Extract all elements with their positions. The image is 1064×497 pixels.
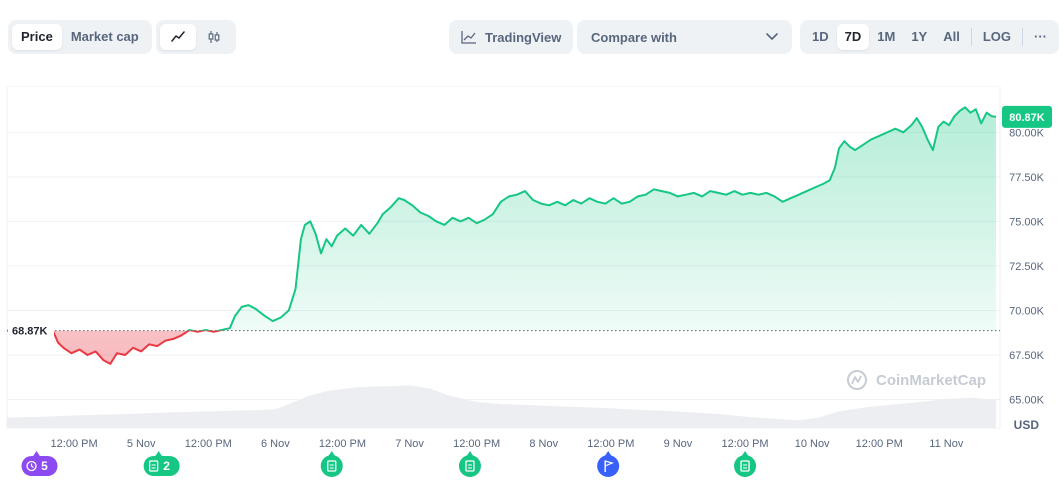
x-tick-label: 12:00 PM: [453, 438, 500, 450]
price-lines: [6, 106, 997, 365]
marker-pointer: [741, 451, 750, 457]
range-toggle: 1D 7D 1M 1Y All LOG ···: [800, 20, 1060, 54]
y-tick-label: 75.00K: [1009, 216, 1045, 228]
baseline-label: 68.87K: [12, 326, 48, 338]
document-icon: [327, 460, 337, 472]
marker-circle: [597, 455, 620, 477]
x-tick-label: 12:00 PM: [319, 438, 366, 450]
range-1m[interactable]: 1M: [877, 29, 896, 44]
x-tick-label: 11 Nov: [929, 438, 964, 450]
x-tick-label: 12:00 PM: [185, 438, 232, 450]
history-icon: [26, 460, 37, 472]
line-chart-icon: [171, 31, 185, 42]
range-divider: [970, 28, 972, 46]
view-toggle: Price Market cap: [8, 20, 152, 54]
coinmarketcap-logo-icon: [847, 370, 867, 390]
x-tick-label: 5 Nov: [127, 438, 156, 450]
marker-circle: [320, 455, 343, 477]
current-price-badge: [1002, 105, 1052, 128]
currency-label: USD: [1014, 418, 1040, 432]
tradingview-icon: [461, 31, 476, 44]
current-price-label: 80.87K: [1009, 112, 1045, 124]
document-icon: [465, 460, 475, 472]
flag-icon: [604, 460, 614, 467]
watermark: CoinMarketCap: [847, 370, 986, 390]
event-marker[interactable]: 2: [143, 451, 180, 476]
marker-circle: [734, 455, 757, 477]
x-tick-label: 12:00 PM: [856, 438, 903, 450]
x-tick-label: 12:00 PM: [51, 438, 98, 450]
volume-area: [7, 385, 996, 428]
x-axis: 12:00 PM 5 Nov 12:00 PM 6 Nov 12:00 PM 7 Nov 1…: [51, 438, 964, 450]
marker-pointer: [327, 451, 336, 457]
coinmarketcap-logo-mark: [851, 375, 862, 385]
marker-pointer: [32, 451, 41, 457]
y-axis: 65.00K 67.50K 70.00K 72.50K 75.00K 77.50K 80.0…: [1009, 127, 1045, 432]
marker-pointer: [154, 451, 163, 457]
event-marker[interactable]: [320, 451, 343, 477]
tradingview-label: TradingView: [485, 29, 562, 45]
marker-count-label: 5: [41, 459, 48, 473]
event-marker[interactable]: [597, 451, 620, 477]
tradingview-button[interactable]: TradingView: [449, 20, 574, 54]
chart-toolbar: Price Market cap TradingView Compare wit…: [0, 20, 1064, 54]
document-icon: [740, 460, 750, 472]
candlestick-button[interactable]: [196, 24, 232, 50]
y-tick-label: 77.50K: [1009, 172, 1045, 184]
y-tick-label: 67.50K: [1009, 350, 1045, 362]
line-chart-button[interactable]: [160, 24, 196, 50]
marker-pointer: [465, 451, 474, 457]
marker-pointer: [604, 451, 613, 457]
range-all[interactable]: All: [943, 29, 960, 44]
document-icon: [148, 460, 159, 472]
x-tick-label: 9 Nov: [664, 438, 693, 450]
chevron-down-icon: [766, 33, 778, 40]
more-options-button[interactable]: ···: [1034, 29, 1048, 44]
y-tick-label: 72.50K: [1009, 261, 1045, 273]
range-1y[interactable]: 1Y: [911, 29, 928, 44]
range-1d[interactable]: 1D: [812, 29, 829, 44]
event-marker[interactable]: [734, 451, 757, 477]
candlestick-icon: [208, 31, 220, 43]
tab-market-cap[interactable]: Market cap: [70, 29, 139, 44]
price-chart-svg: CoinMarketCap 65.00K 67.50K 70.00K 72.50K 75…: [6, 85, 1052, 477]
event-marker[interactable]: [458, 451, 481, 477]
volume-bars: [7, 385, 996, 428]
y-tick-label: 70.00K: [1009, 305, 1045, 317]
tab-price[interactable]: Price: [12, 24, 62, 50]
watermark-text: CoinMarketCap: [876, 372, 986, 389]
x-tick-label: 6 Nov: [261, 438, 290, 450]
y-tick-label: 65.00K: [1009, 395, 1045, 407]
x-tick-label: 8 Nov: [529, 438, 558, 450]
x-tick-label: 7 Nov: [395, 438, 424, 450]
y-tick-label: 80.00K: [1009, 127, 1045, 139]
event-marker[interactable]: 5: [21, 451, 58, 476]
compare-label: Compare with: [591, 29, 677, 45]
price-chart[interactable]: CoinMarketCap 65.00K 67.50K 70.00K 72.50K 75…: [0, 85, 1064, 497]
range-7d[interactable]: 7D: [836, 24, 870, 50]
value-badges: 80.87K 68.87K: [8, 105, 1052, 338]
x-tick-label: 10 Nov: [795, 438, 830, 450]
history-icon-hands: [30, 463, 34, 468]
price-line-down: [6, 330, 224, 365]
compare-select[interactable]: Compare with: [577, 20, 792, 54]
range-divider: [1022, 28, 1024, 46]
marker-count-label: 2: [163, 459, 170, 473]
x-tick-label: 12:00 PM: [721, 438, 768, 450]
baseline-badge: [8, 321, 54, 338]
marker-circle: [458, 455, 481, 477]
chart-type-toggle: [156, 20, 236, 54]
x-tick-label: 12:00 PM: [587, 438, 634, 450]
area-fill-up: [9, 107, 996, 331]
log-scale-button[interactable]: LOG: [982, 29, 1012, 44]
price-line-up: [6, 106, 997, 331]
